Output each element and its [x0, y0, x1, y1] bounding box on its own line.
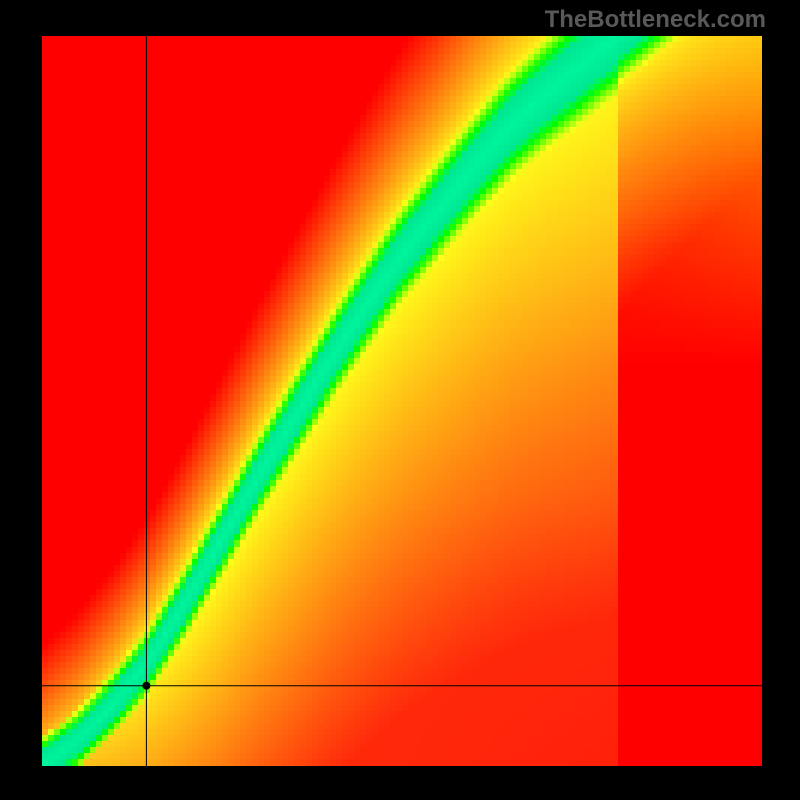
- watermark-label: TheBottleneck.com: [545, 6, 766, 34]
- chart-container: TheBottleneck.com: [0, 0, 800, 800]
- bottleneck-heatmap: [42, 36, 762, 766]
